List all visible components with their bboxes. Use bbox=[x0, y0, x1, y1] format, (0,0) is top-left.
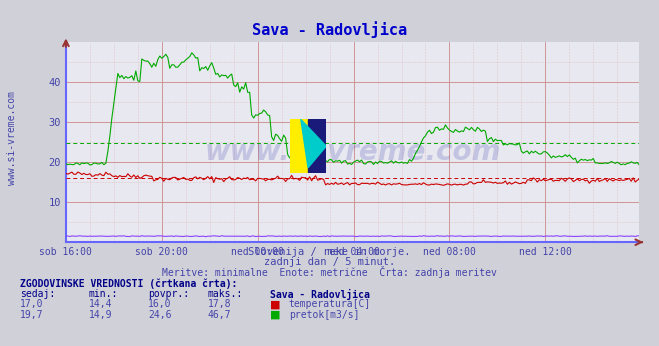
Text: zadnji dan / 5 minut.: zadnji dan / 5 minut. bbox=[264, 257, 395, 267]
Bar bbox=[290, 119, 308, 173]
Text: 17,0: 17,0 bbox=[20, 299, 43, 309]
Text: pretok[m3/s]: pretok[m3/s] bbox=[289, 310, 359, 320]
Text: min.:: min.: bbox=[89, 289, 119, 299]
Text: 14,4: 14,4 bbox=[89, 299, 113, 309]
Text: 24,6: 24,6 bbox=[148, 310, 172, 320]
Text: Sava - Radovljica: Sava - Radovljica bbox=[252, 21, 407, 38]
Text: 17,8: 17,8 bbox=[208, 299, 231, 309]
Text: 14,9: 14,9 bbox=[89, 310, 113, 320]
Text: Slovenija / reke in morje.: Slovenija / reke in morje. bbox=[248, 247, 411, 257]
Bar bbox=[308, 119, 326, 173]
Text: ■: ■ bbox=[270, 299, 281, 309]
Text: Meritve: minimalne  Enote: metrične  Črta: zadnja meritev: Meritve: minimalne Enote: metrične Črta:… bbox=[162, 266, 497, 278]
Text: www.si-vreme.com: www.si-vreme.com bbox=[7, 91, 17, 185]
Text: 46,7: 46,7 bbox=[208, 310, 231, 320]
Text: Sava - Radovljica: Sava - Radovljica bbox=[270, 289, 370, 300]
Text: ZGODOVINSKE VREDNOSTI (črtkana črta):: ZGODOVINSKE VREDNOSTI (črtkana črta): bbox=[20, 279, 237, 289]
Text: temperatura[C]: temperatura[C] bbox=[289, 299, 371, 309]
Text: ■: ■ bbox=[270, 310, 281, 320]
Text: 16,0: 16,0 bbox=[148, 299, 172, 309]
Text: povpr.:: povpr.: bbox=[148, 289, 189, 299]
Text: 19,7: 19,7 bbox=[20, 310, 43, 320]
Text: maks.:: maks.: bbox=[208, 289, 243, 299]
Polygon shape bbox=[301, 119, 326, 168]
Text: www.si-vreme.com: www.si-vreme.com bbox=[204, 138, 501, 166]
Text: sedaj:: sedaj: bbox=[20, 289, 55, 299]
